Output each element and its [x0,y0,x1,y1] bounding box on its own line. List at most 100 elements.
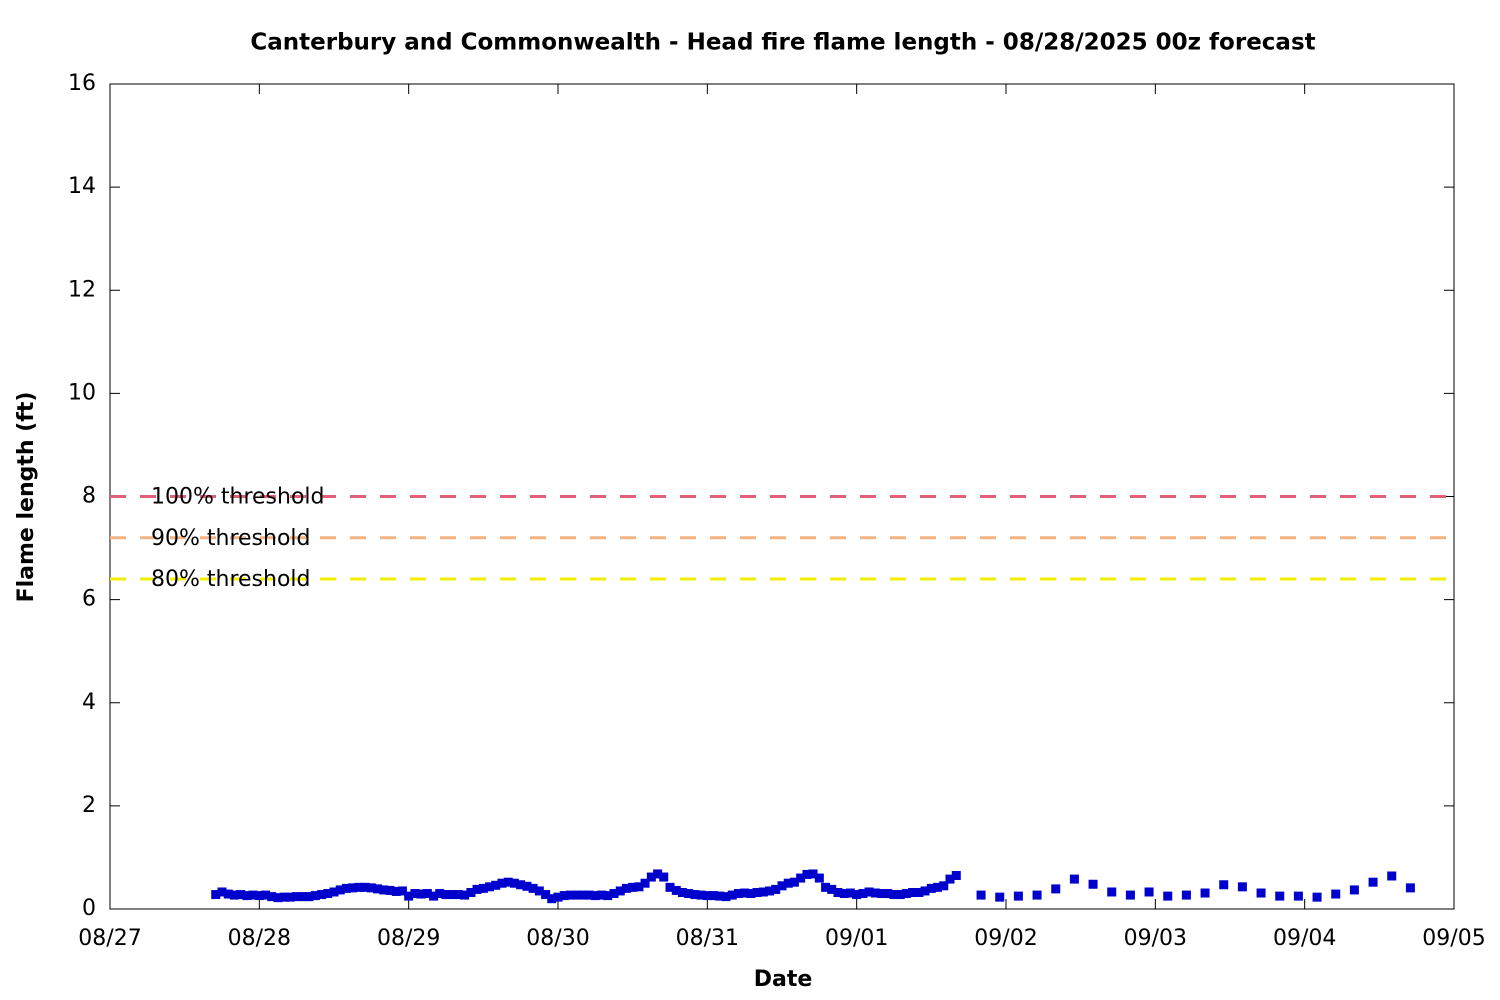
data-point [447,890,457,900]
data-point [1069,874,1079,884]
x-tick-label: 08/31 [676,926,739,951]
data-point [746,889,756,899]
data-point [485,882,495,892]
data-point [516,880,526,890]
data-point [771,884,781,894]
data-point [740,888,750,898]
x-tick-label: 08/28 [228,926,291,951]
data-point [460,890,470,900]
data-point [1181,890,1191,900]
y-tick-label: 6 [82,587,96,612]
data-point [242,891,252,901]
data-point [858,889,868,899]
data-point [391,886,401,896]
y-tick-label: 16 [68,71,96,96]
data-point [696,890,706,900]
data-point [578,890,588,900]
data-point [292,892,302,902]
chart-title: Canterbury and Commonwealth - Head fire … [250,30,1315,56]
data-point [1163,891,1173,901]
y-tick-label: 4 [82,690,96,715]
data-point [223,889,233,899]
data-point [621,883,631,893]
data-point [814,873,824,883]
data-point [640,878,650,888]
y-tick-label: 12 [68,277,96,302]
data-point [379,885,389,895]
data-point [335,885,345,895]
x-tick-label: 09/03 [1124,926,1187,951]
data-point [217,887,227,897]
data-point [254,891,264,901]
data-point [472,884,482,894]
data-point [1256,888,1266,898]
data-point [547,894,557,904]
x-tick-label: 09/02 [974,926,1037,951]
threshold-label: 90% threshold [151,526,311,551]
x-tick-label: 08/30 [526,926,589,951]
data-point [478,883,488,893]
y-tick-label: 10 [68,380,96,405]
data-point [901,889,911,899]
data-point [341,883,351,893]
y-tick-label: 0 [82,896,96,921]
data-point [279,892,289,902]
data-point [553,892,563,902]
data-point [665,882,675,892]
data-point [1275,891,1285,901]
x-tick-label: 09/04 [1273,926,1336,951]
data-point [939,881,949,891]
y-tick-label: 14 [68,174,96,199]
data-point [1237,882,1247,892]
data-point [323,889,333,899]
data-point [509,878,519,888]
data-point [453,890,463,900]
data-point [559,891,569,901]
data-point [211,890,221,900]
data-point [584,890,594,900]
data-point [634,882,644,892]
data-point [833,888,843,897]
data-point [864,887,874,897]
data-point [671,885,681,895]
x-tick-label: 08/29 [377,926,440,951]
data-point [1013,891,1023,901]
data-point [808,869,818,879]
data-point [248,890,258,900]
data-point [920,886,930,896]
data-point [659,872,669,882]
data-point [1312,892,1322,902]
data-point [1051,884,1061,894]
data-point [1125,890,1135,900]
data-point [429,891,439,901]
data-point [597,890,607,900]
data-point [802,869,812,879]
data-point [310,891,320,901]
data-point [777,881,787,891]
data-point [354,882,364,892]
data-point [441,890,451,900]
data-point [590,891,600,901]
threshold-label: 100% threshold [151,485,325,510]
data-point [721,892,731,902]
data-point [236,890,246,900]
data-point [491,880,501,890]
data-point [845,888,855,898]
data-point [889,890,899,900]
data-point [410,889,420,899]
data-point [715,891,725,901]
data-point [261,890,271,900]
data-point [404,891,414,901]
data-point [821,882,831,892]
data-point [839,889,849,899]
data-point [229,890,239,900]
data-point [317,890,327,900]
data-point [528,883,538,893]
data-point [796,873,806,883]
data-point [783,878,793,888]
data-point [285,892,295,902]
data-point [945,874,955,884]
data-point [1032,890,1042,900]
